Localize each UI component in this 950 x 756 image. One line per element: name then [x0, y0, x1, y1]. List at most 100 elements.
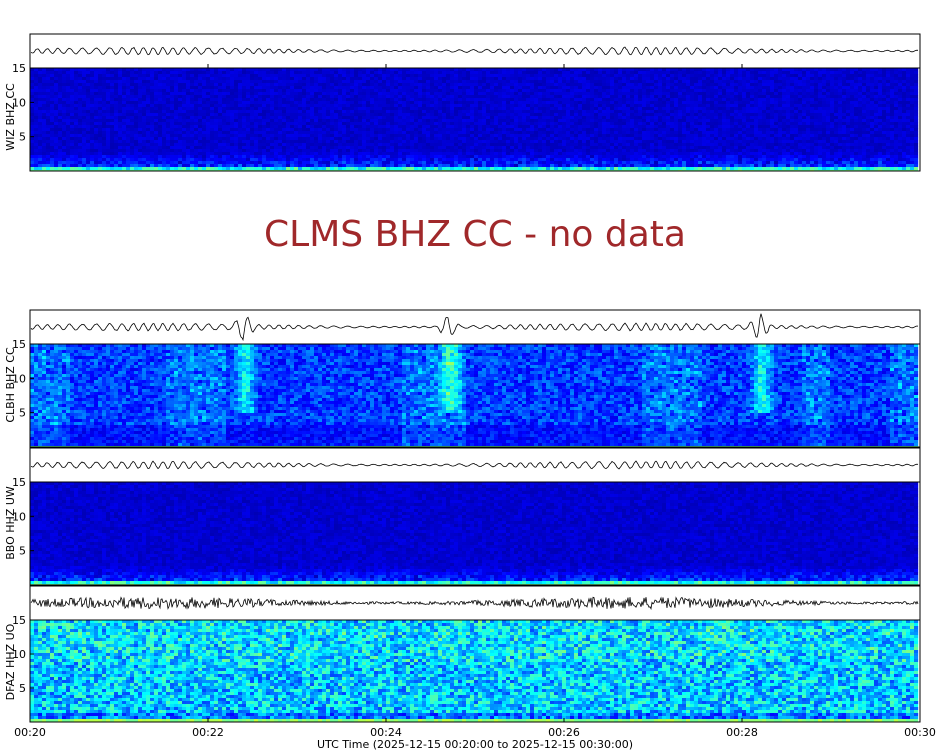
spectrogram-cell: [822, 131, 827, 135]
spectrogram-cell: [242, 104, 247, 108]
spectrogram-cell: [870, 74, 875, 78]
spectrogram-cell: [806, 110, 811, 114]
spectrogram-cell: [498, 71, 503, 75]
spectrogram-cell: [390, 113, 395, 117]
spectrogram-cell: [702, 128, 707, 132]
spectrogram-cell: [886, 131, 891, 135]
spectrogram-cell: [722, 92, 727, 96]
spectrogram-cell: [602, 116, 607, 120]
spectrogram-cell: [414, 119, 419, 123]
spectrogram-cell: [134, 107, 139, 111]
spectrogram-cell: [674, 122, 679, 126]
spectrogram-cell: [118, 86, 123, 90]
spectrogram-cell: [338, 113, 343, 117]
spectrogram-cell: [542, 116, 547, 120]
spectrogram-cell: [30, 107, 35, 111]
spectrogram-cell: [886, 119, 891, 123]
spectrogram-cell: [670, 98, 675, 102]
spectrogram-cell: [810, 104, 815, 108]
spectrogram-cell: [502, 68, 507, 72]
spectrogram-cell: [846, 92, 851, 96]
spectrogram-cell: [362, 113, 367, 117]
spectrogram-cell: [610, 119, 615, 123]
spectrogram-cell: [134, 131, 139, 135]
spectrogram-cell: [178, 101, 183, 105]
spectrogram-cell: [462, 128, 467, 132]
spectrogram-cell: [170, 86, 175, 90]
spectrogram-cell: [522, 116, 527, 120]
spectrogram-cell: [166, 83, 171, 87]
spectrogram-cell: [146, 74, 151, 78]
spectrogram-cell: [810, 125, 815, 129]
spectrogram-cell: [338, 80, 343, 84]
spectrogram-cell: [582, 71, 587, 75]
spectrogram-cell: [362, 68, 367, 72]
spectrogram-cell: [426, 125, 431, 129]
spectrogram-cell: [174, 113, 179, 117]
spectrogram-cell: [350, 104, 355, 108]
spectrogram-cell: [270, 95, 275, 99]
spectrogram-cell: [158, 77, 163, 81]
spectrogram-cell: [254, 134, 259, 138]
spectrogram-cell: [570, 80, 575, 84]
spectrogram-cell: [822, 98, 827, 102]
spectrogram-cell: [746, 95, 751, 99]
spectrogram-cell: [718, 110, 723, 114]
spectrogram-cell: [286, 86, 291, 90]
spectrogram-cell: [286, 83, 291, 87]
spectrogram-cell: [618, 110, 623, 114]
spectrogram-cell: [370, 68, 375, 72]
spectrogram-cell: [394, 125, 399, 129]
spectrogram-cell: [642, 125, 647, 129]
spectrogram-cell: [882, 116, 887, 120]
spectrogram-cell: [438, 98, 443, 102]
spectrogram-cell: [638, 68, 643, 72]
spectrogram-cell: [310, 119, 315, 123]
spectrogram-cell: [762, 95, 767, 99]
spectrogram-cell: [674, 95, 679, 99]
spectrogram-cell: [94, 71, 99, 75]
spectrogram-cell: [414, 128, 419, 132]
spectrogram-cell: [570, 83, 575, 87]
spectrogram-cell: [610, 122, 615, 126]
spectrogram-cell: [866, 95, 871, 99]
spectrogram-cell: [626, 80, 631, 84]
spectrogram-cell: [242, 98, 247, 102]
spectrogram-cell: [742, 83, 747, 87]
spectrogram-cell: [622, 95, 627, 99]
spectrogram-cell: [786, 125, 791, 129]
spectrogram-cell: [646, 104, 651, 108]
spectrogram-cell: [142, 86, 147, 90]
spectrogram-cell: [514, 119, 519, 123]
spectrogram-cell: [570, 74, 575, 78]
spectrogram-cell: [834, 104, 839, 108]
spectrogram-cell: [838, 128, 843, 132]
spectrogram-cell: [846, 107, 851, 111]
spectrogram-cell: [590, 128, 595, 132]
spectrogram-cell: [310, 86, 315, 90]
spectrogram-cell: [430, 116, 435, 120]
spectrogram-cell: [802, 101, 807, 105]
spectrogram-cell: [114, 98, 119, 102]
spectrogram-cell: [658, 125, 663, 129]
spectrogram-cell: [398, 107, 403, 111]
spectrogram-cell: [50, 68, 55, 72]
spectrogram-cell: [718, 122, 723, 126]
spectrogram-cell: [710, 77, 715, 81]
spectrogram-cell: [854, 92, 859, 96]
spectrogram-cell: [306, 83, 311, 87]
spectrogram-cell: [814, 83, 819, 87]
spectrogram-cell: [226, 98, 231, 102]
spectrogram-cell: [294, 101, 299, 105]
spectrogram-cell: [526, 128, 531, 132]
spectrogram-cell: [342, 95, 347, 99]
spectrogram-cell: [98, 134, 103, 138]
spectrogram-cell: [50, 86, 55, 90]
spectrogram-cell: [862, 107, 867, 111]
spectrogram-cell: [578, 68, 583, 72]
spectrogram-cell: [346, 77, 351, 81]
spectrogram-cell: [554, 95, 559, 99]
spectrogram-cell: [478, 92, 483, 96]
spectrogram-cell: [798, 86, 803, 90]
spectrogram-cell: [670, 113, 675, 117]
